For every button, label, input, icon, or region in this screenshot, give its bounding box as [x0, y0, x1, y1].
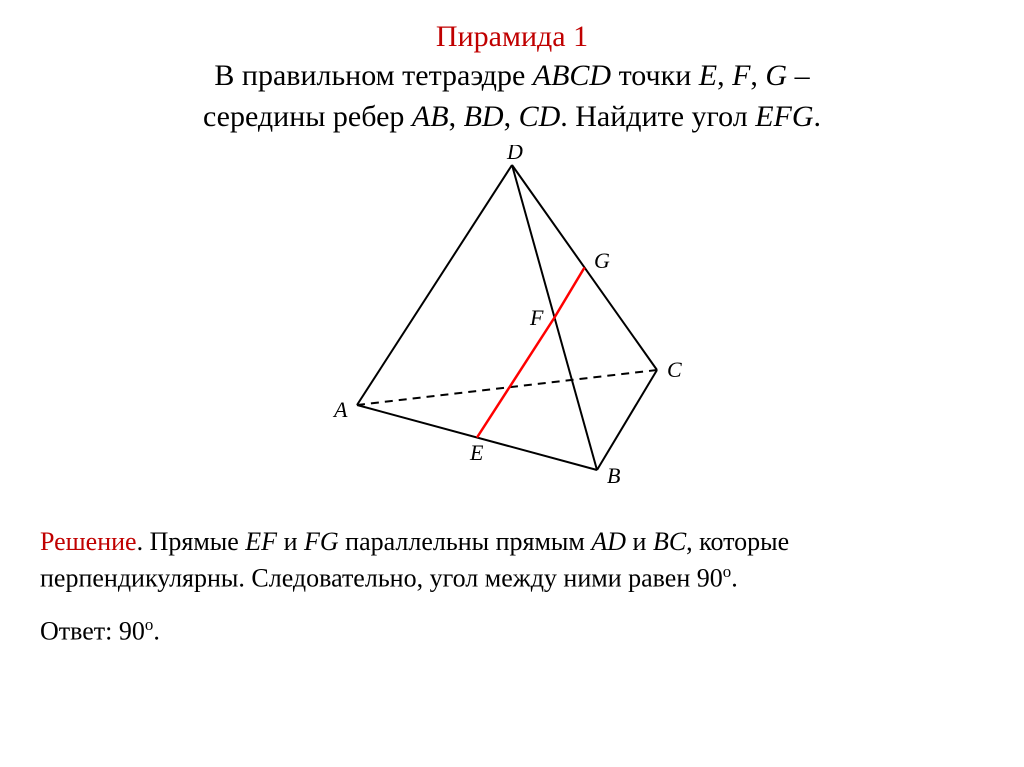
- txt: –: [787, 59, 810, 92]
- solution-text: Решение. Прямые EF и FG параллельны прям…: [40, 524, 984, 597]
- var: AB: [412, 100, 449, 133]
- svg-text:D: D: [506, 145, 523, 164]
- svg-text:E: E: [469, 440, 484, 465]
- txt: . Прямые: [137, 527, 246, 556]
- degree-symbol: о: [723, 562, 731, 581]
- txt: .: [731, 564, 738, 593]
- txt: параллельны прямым: [339, 527, 592, 556]
- var: CD: [519, 100, 561, 133]
- slide-title: Пирамида 1: [40, 20, 984, 54]
- title-text: Пирамида 1: [436, 20, 588, 53]
- answer-value: 90: [112, 617, 145, 646]
- svg-text:A: A: [332, 397, 348, 422]
- txt: точки: [611, 59, 699, 92]
- var: BC: [653, 527, 686, 556]
- var: E: [699, 59, 717, 92]
- problem-statement: В правильном тетраэдре ABCD точки E, F, …: [40, 56, 984, 137]
- txt: В правильном тетраэдре: [214, 59, 532, 92]
- solution-label: Решение: [40, 527, 137, 556]
- var: EFG: [755, 100, 813, 133]
- txt: . Найдите угол: [560, 100, 755, 133]
- diagram-svg: A B C D E F G: [322, 145, 702, 505]
- tetrahedron-diagram: A B C D E F G: [322, 145, 702, 510]
- var: AD: [591, 527, 626, 556]
- txt: .: [153, 617, 160, 646]
- svg-text:F: F: [529, 305, 544, 330]
- var: FG: [304, 527, 339, 556]
- diagram-container: A B C D E F G: [40, 145, 984, 510]
- txt: середины ребер: [203, 100, 412, 133]
- var: G: [765, 59, 787, 92]
- txt: и: [626, 527, 653, 556]
- var: ABCD: [533, 59, 611, 92]
- txt: и: [277, 527, 304, 556]
- var: F: [732, 59, 750, 92]
- var: EF: [245, 527, 277, 556]
- svg-text:C: C: [667, 357, 682, 382]
- svg-text:B: B: [607, 463, 620, 488]
- var: BD: [464, 100, 504, 133]
- answer-label: Ответ:: [40, 617, 112, 646]
- answer-text: Ответ: 90о.: [40, 615, 984, 647]
- svg-text:G: G: [594, 248, 610, 273]
- txt: .: [814, 100, 822, 133]
